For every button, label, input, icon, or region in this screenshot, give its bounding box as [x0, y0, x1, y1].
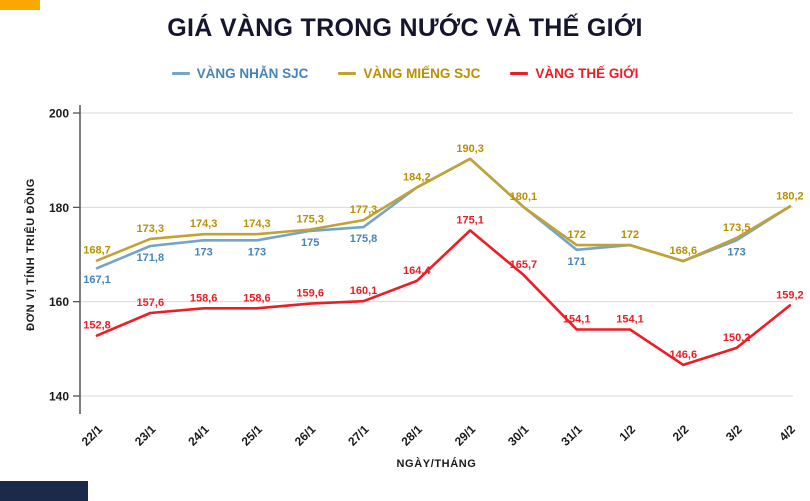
svg-text:173,5: 173,5 — [723, 222, 751, 234]
svg-text:175,8: 175,8 — [350, 233, 378, 245]
svg-text:22/1: 22/1 — [79, 422, 106, 449]
svg-text:173: 173 — [727, 246, 745, 258]
svg-text:174,3: 174,3 — [190, 218, 218, 230]
svg-text:154,1: 154,1 — [616, 314, 644, 326]
svg-text:173: 173 — [194, 246, 212, 258]
svg-text:3/2: 3/2 — [723, 422, 745, 444]
chart-title: GIÁ VÀNG TRONG NƯỚC VÀ THẾ GIỚI — [167, 14, 643, 42]
svg-text:164,4: 164,4 — [403, 265, 431, 277]
legend-label: VÀNG THẾ GIỚI — [535, 66, 639, 81]
svg-text:154,1: 154,1 — [563, 314, 591, 326]
svg-text:168,6: 168,6 — [670, 245, 698, 257]
svg-text:180: 180 — [49, 201, 69, 215]
svg-text:1/2: 1/2 — [616, 422, 638, 444]
legend-label: VÀNG NHẪN SJC — [196, 66, 309, 81]
legend-entry-vang-nhan-sjc: VÀNG NHẪN SJC — [171, 66, 309, 81]
svg-text:28/1: 28/1 — [399, 422, 426, 449]
chart-legend: VÀNG NHẪN SJC VÀNG MIẾNG SJC VÀNG THẾ GI… — [0, 66, 810, 81]
svg-text:175: 175 — [301, 237, 319, 249]
svg-text:140: 140 — [49, 390, 69, 404]
svg-text:31/1: 31/1 — [558, 422, 585, 449]
line-marker-icon — [338, 72, 357, 75]
svg-text:29/1: 29/1 — [452, 422, 479, 449]
svg-text:200: 200 — [49, 107, 69, 121]
svg-text:177,3: 177,3 — [350, 204, 378, 216]
top-left-accent-bar — [0, 0, 40, 10]
svg-text:25/1: 25/1 — [239, 422, 266, 449]
svg-text:175,3: 175,3 — [296, 214, 324, 226]
svg-text:165,7: 165,7 — [510, 259, 538, 271]
svg-text:159,6: 159,6 — [296, 288, 324, 300]
svg-text:23/1: 23/1 — [132, 422, 159, 449]
svg-text:30/1: 30/1 — [505, 422, 532, 449]
svg-text:4/2: 4/2 — [776, 422, 798, 444]
svg-text:168,7: 168,7 — [83, 245, 111, 257]
svg-text:171,8: 171,8 — [137, 252, 165, 264]
svg-text:26/1: 26/1 — [292, 422, 319, 449]
svg-text:172: 172 — [568, 229, 586, 241]
svg-text:175,1: 175,1 — [456, 214, 484, 226]
svg-text:159,2: 159,2 — [776, 289, 804, 301]
svg-text:174,3: 174,3 — [243, 218, 271, 230]
svg-text:173,3: 173,3 — [137, 223, 165, 235]
svg-text:146,6: 146,6 — [670, 349, 698, 361]
svg-text:24/1: 24/1 — [185, 422, 212, 449]
svg-text:ĐƠN VỊ TÍNH TRIỆU ĐỒNG: ĐƠN VỊ TÍNH TRIỆU ĐỒNG — [24, 178, 37, 331]
legend-label: VÀNG MIẾNG SJC — [363, 66, 481, 81]
svg-text:180,2: 180,2 — [776, 190, 804, 202]
svg-text:158,6: 158,6 — [243, 292, 271, 304]
svg-text:173: 173 — [248, 246, 266, 258]
svg-text:190,3: 190,3 — [456, 143, 484, 155]
bottom-left-accent-bar — [0, 481, 88, 501]
svg-text:27/1: 27/1 — [345, 422, 372, 449]
line-marker-icon — [510, 72, 529, 75]
svg-text:167,1: 167,1 — [83, 274, 111, 286]
svg-text:152,8: 152,8 — [83, 320, 111, 332]
svg-text:157,6: 157,6 — [137, 297, 165, 309]
svg-text:184,2: 184,2 — [403, 172, 431, 184]
svg-text:150,2: 150,2 — [723, 332, 751, 344]
svg-text:2/2: 2/2 — [670, 422, 692, 444]
svg-text:NGÀY/THÁNG: NGÀY/THÁNG — [397, 457, 477, 470]
svg-text:172: 172 — [621, 229, 639, 241]
svg-text:160,1: 160,1 — [350, 285, 378, 297]
line-marker-icon — [171, 72, 190, 75]
svg-text:180,1: 180,1 — [510, 191, 538, 203]
legend-entry-vang-mieng-sjc: VÀNG MIẾNG SJC — [338, 66, 480, 81]
svg-text:171: 171 — [568, 256, 586, 268]
svg-text:158,6: 158,6 — [190, 292, 218, 304]
legend-entry-vang-the-gioi: VÀNG THẾ GIỚI — [510, 66, 638, 81]
svg-text:160: 160 — [49, 295, 69, 309]
